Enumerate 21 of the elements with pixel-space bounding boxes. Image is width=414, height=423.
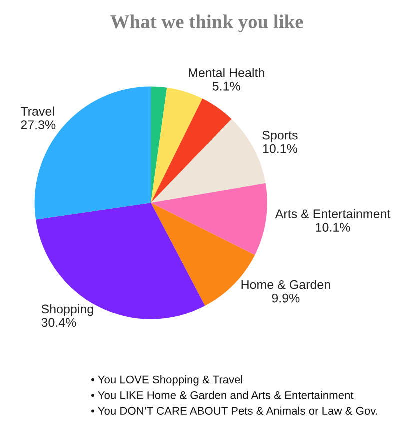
text: • You LIKE Home & Garden and Arts & Entertainment xyxy=(92,391,354,400)
pie-slice xyxy=(36,203,206,320)
text: • You LOVE Shopping & Travel xyxy=(92,376,242,386)
pie-slice xyxy=(151,86,168,204)
slice-label: Shopping xyxy=(42,304,94,316)
data-label: 30.4% xyxy=(42,318,76,328)
slice-label: Mental Health xyxy=(189,68,264,78)
pie-slice xyxy=(151,88,203,204)
slice-label: Home & Garden xyxy=(242,280,330,290)
slice-label: Sports xyxy=(262,130,298,142)
data-label: 27.3% xyxy=(21,120,56,130)
data-label: 9.9% xyxy=(272,294,300,303)
slice-label: Travel xyxy=(20,106,54,116)
data-label: 10.1% xyxy=(316,223,350,232)
slice-label: Arts & Entertainment xyxy=(275,209,391,218)
data-label: 5.1% xyxy=(212,82,240,91)
pie-slice xyxy=(151,183,268,256)
chart-title: What we think you like xyxy=(110,14,304,32)
pie-slice xyxy=(151,98,232,204)
data-label: 10.1% xyxy=(263,144,298,154)
text: • You DON’T CARE ABOUT Pets & Animals or Law & Gov. xyxy=(92,406,378,415)
